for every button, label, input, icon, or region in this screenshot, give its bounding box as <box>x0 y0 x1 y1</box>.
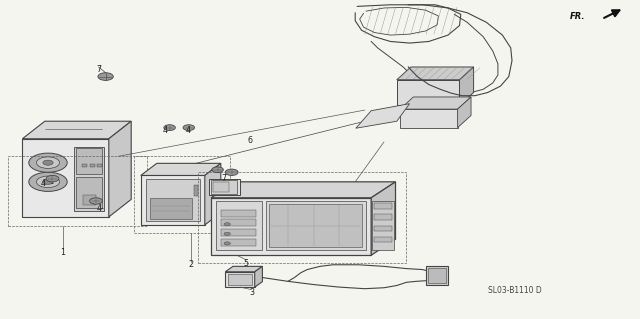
Circle shape <box>224 232 230 235</box>
Polygon shape <box>221 239 256 246</box>
Polygon shape <box>209 179 240 195</box>
Polygon shape <box>221 229 256 236</box>
Circle shape <box>29 153 67 172</box>
Circle shape <box>36 157 60 168</box>
Polygon shape <box>221 219 256 226</box>
Circle shape <box>29 172 67 191</box>
Polygon shape <box>205 163 221 225</box>
Text: SL03-B1110 D: SL03-B1110 D <box>488 286 542 295</box>
Polygon shape <box>269 204 362 247</box>
Circle shape <box>36 176 60 188</box>
Polygon shape <box>82 164 87 167</box>
Polygon shape <box>90 164 95 167</box>
Circle shape <box>212 167 223 173</box>
Polygon shape <box>141 163 221 175</box>
Text: 7: 7 <box>221 174 227 183</box>
Circle shape <box>225 169 238 175</box>
Circle shape <box>43 160 53 165</box>
Polygon shape <box>397 67 474 80</box>
Polygon shape <box>213 182 229 192</box>
Text: 1: 1 <box>60 248 65 257</box>
Polygon shape <box>225 266 262 272</box>
Polygon shape <box>146 179 200 221</box>
Polygon shape <box>374 214 392 220</box>
Polygon shape <box>400 109 458 128</box>
Polygon shape <box>141 175 205 225</box>
Polygon shape <box>211 198 371 255</box>
Text: 4: 4 <box>186 126 191 135</box>
Polygon shape <box>194 185 198 196</box>
Polygon shape <box>225 272 255 287</box>
Circle shape <box>98 73 113 80</box>
Text: 4: 4 <box>41 179 46 188</box>
Polygon shape <box>372 201 394 250</box>
Polygon shape <box>83 195 96 205</box>
Polygon shape <box>374 226 392 231</box>
Text: 4: 4 <box>97 204 102 213</box>
Polygon shape <box>460 67 474 105</box>
Polygon shape <box>109 121 131 217</box>
Polygon shape <box>22 139 109 217</box>
Circle shape <box>224 242 230 245</box>
Circle shape <box>164 125 175 130</box>
Text: 6: 6 <box>247 136 252 145</box>
Polygon shape <box>22 121 131 139</box>
Circle shape <box>46 175 59 182</box>
Text: 7: 7 <box>96 65 101 74</box>
Polygon shape <box>426 266 448 285</box>
Polygon shape <box>97 164 102 167</box>
Polygon shape <box>374 237 392 242</box>
Text: 5: 5 <box>244 259 249 268</box>
Polygon shape <box>374 203 392 209</box>
Text: 3: 3 <box>249 288 254 297</box>
Polygon shape <box>216 201 262 250</box>
Circle shape <box>90 198 102 204</box>
Polygon shape <box>428 268 446 283</box>
Text: 4: 4 <box>163 126 168 135</box>
Text: FR.: FR. <box>570 12 586 21</box>
Polygon shape <box>211 180 237 194</box>
Polygon shape <box>211 182 396 198</box>
Polygon shape <box>356 104 410 128</box>
Circle shape <box>43 179 53 184</box>
Polygon shape <box>76 177 102 208</box>
Polygon shape <box>150 198 192 219</box>
Text: -: - <box>101 204 104 213</box>
Polygon shape <box>221 210 256 217</box>
Polygon shape <box>266 201 366 250</box>
Circle shape <box>224 223 230 226</box>
Polygon shape <box>76 148 102 174</box>
Polygon shape <box>371 182 396 255</box>
Polygon shape <box>458 97 471 128</box>
Polygon shape <box>74 147 104 211</box>
Text: -: - <box>51 179 54 188</box>
Polygon shape <box>255 266 262 287</box>
Text: 2: 2 <box>188 260 193 269</box>
Polygon shape <box>400 97 471 109</box>
Polygon shape <box>228 274 252 285</box>
Circle shape <box>183 125 195 130</box>
Polygon shape <box>397 80 460 105</box>
